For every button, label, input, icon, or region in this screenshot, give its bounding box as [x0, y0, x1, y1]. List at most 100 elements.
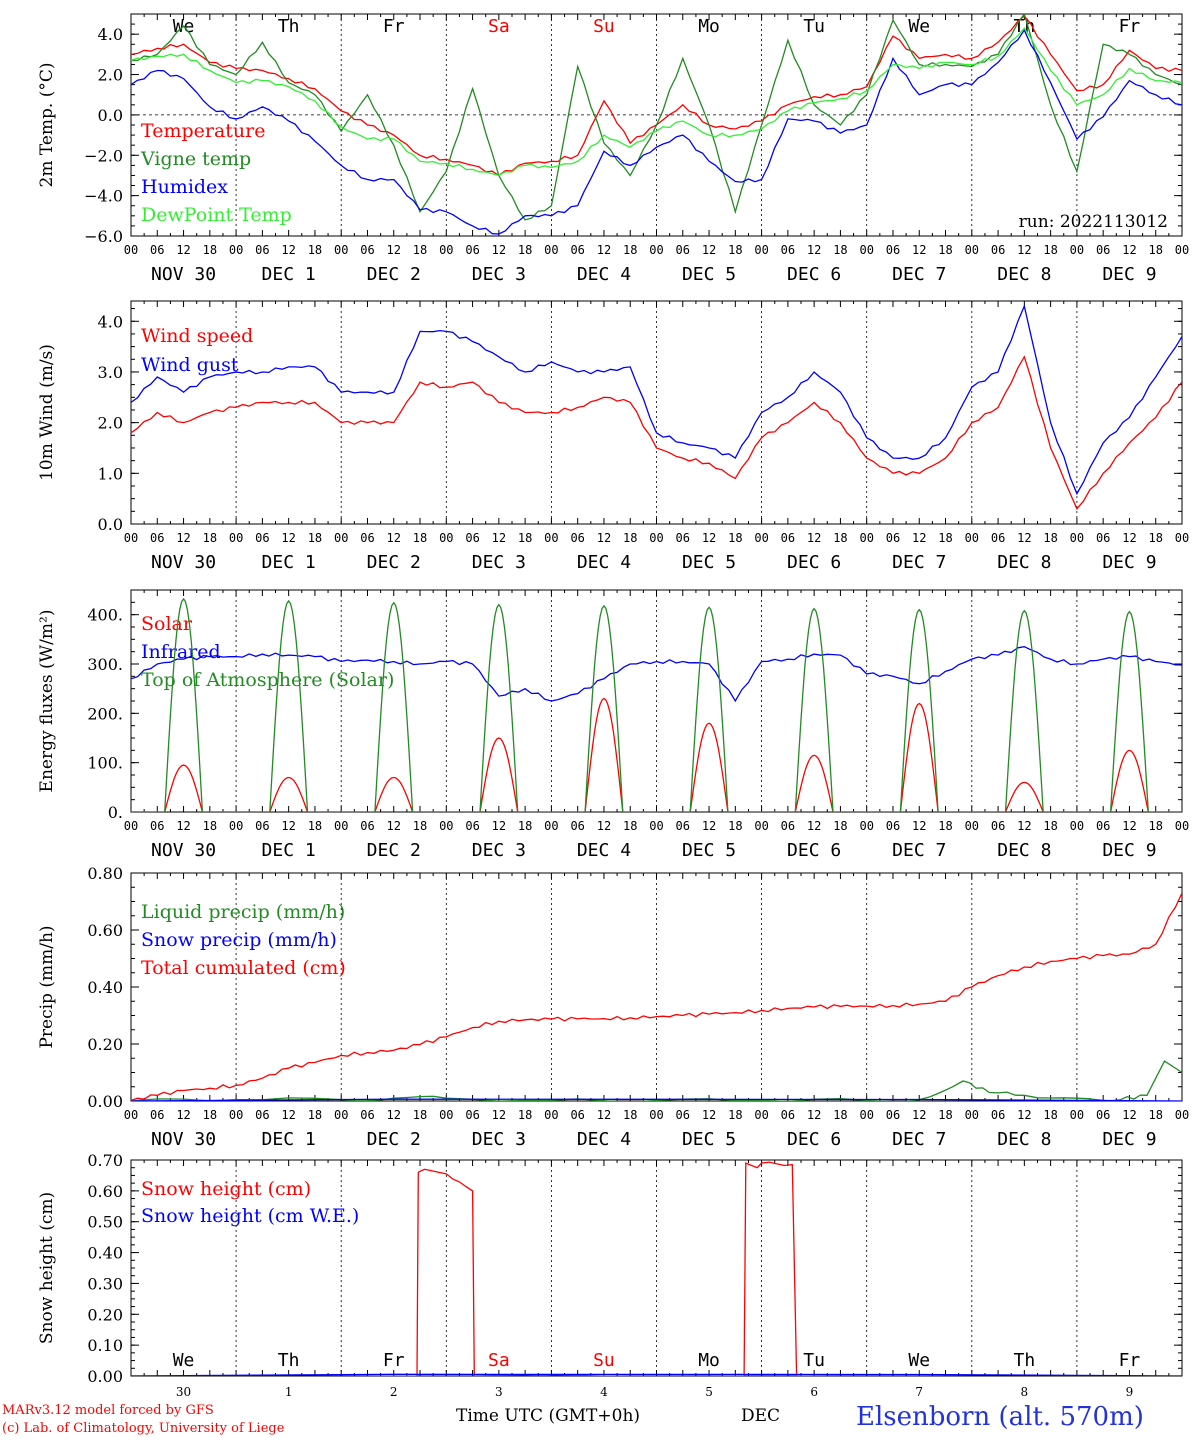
date-label: DEC 8: [997, 1129, 1051, 1150]
hour-tick-label: 06: [676, 531, 690, 545]
date-label: DEC 1: [262, 552, 316, 573]
hour-tick-label: 06: [465, 243, 479, 257]
weekday-label: Su: [593, 1350, 615, 1371]
hour-tick-label: 00: [1175, 1108, 1189, 1122]
hour-tick-label: 00: [544, 531, 558, 545]
hour-tick-label: 18: [518, 1108, 532, 1122]
weekday-label: Fr: [1119, 16, 1141, 37]
hour-tick-label: 06: [255, 1108, 269, 1122]
hour-tick-label: 12: [912, 1108, 926, 1122]
y-tick-label: −6.0: [84, 227, 123, 246]
hour-tick-label: 18: [1148, 1108, 1162, 1122]
hour-tick-label: 06: [781, 819, 795, 833]
hour-tick-label: 00: [649, 1108, 663, 1122]
hour-tick-label: 06: [676, 243, 690, 257]
legend-entry: Top of Atmosphere (Solar): [141, 669, 394, 691]
hour-tick-label: 12: [281, 243, 295, 257]
date-label: DEC 2: [367, 264, 421, 285]
hour-tick-label: 00: [859, 243, 873, 257]
hour-tick-label: 12: [912, 819, 926, 833]
series-line-total-cumulated-cm-: [131, 892, 1182, 1101]
hour-tick-label: 12: [807, 819, 821, 833]
hour-tick-label: 18: [413, 531, 427, 545]
hour-tick-label: 12: [281, 1108, 295, 1122]
date-label: DEC 1: [262, 264, 316, 285]
day-number-label: 4: [600, 1385, 608, 1399]
hour-tick-label: 00: [124, 243, 138, 257]
date-label: DEC 2: [367, 1129, 421, 1150]
date-label: DEC 1: [262, 1129, 316, 1150]
y-axis-title: 2m Temp. (°C): [37, 62, 57, 187]
hour-tick-label: 00: [965, 243, 979, 257]
hour-tick-label: 00: [754, 243, 768, 257]
y-tick-label: 3.0: [98, 363, 123, 382]
date-label: DEC 4: [577, 1129, 631, 1150]
date-label: DEC 4: [577, 552, 631, 573]
hour-tick-label: 12: [912, 243, 926, 257]
hour-tick-label: 00: [439, 819, 453, 833]
hour-tick-label: 00: [439, 1108, 453, 1122]
y-tick-label: 4.0: [98, 312, 123, 331]
date-label: DEC 5: [682, 840, 736, 861]
hour-tick-label: 00: [334, 1108, 348, 1122]
hour-tick-label: 00: [439, 531, 453, 545]
date-label: NOV 30: [151, 1129, 216, 1150]
hour-tick-label: 00: [1175, 243, 1189, 257]
hour-tick-label: 00: [544, 243, 558, 257]
series-line-solar: [131, 697, 1182, 812]
credit-line-1: MARv3.12 model forced by GFS: [2, 1403, 214, 1418]
hour-tick-label: 12: [807, 243, 821, 257]
y-tick-label: 0.40: [87, 1244, 123, 1263]
hour-tick-label: 06: [570, 531, 584, 545]
hour-tick-label: 18: [833, 531, 847, 545]
date-label: DEC 3: [472, 264, 526, 285]
weekday-label: Tu: [803, 16, 825, 37]
hour-tick-label: 00: [1070, 1108, 1084, 1122]
y-tick-label: 0.60: [87, 1182, 123, 1201]
hour-tick-label: 18: [1043, 531, 1057, 545]
date-label: NOV 30: [151, 264, 216, 285]
date-label: DEC 5: [682, 552, 736, 573]
hour-tick-label: 06: [255, 531, 269, 545]
hour-tick-label: 12: [281, 531, 295, 545]
weekday-label: Sa: [488, 1350, 510, 1371]
y-tick-label: 0.20: [87, 1035, 123, 1054]
hour-tick-label: 18: [938, 243, 952, 257]
y-tick-label: 0.10: [87, 1336, 123, 1355]
hour-tick-label: 06: [1096, 1108, 1110, 1122]
hour-tick-label: 00: [1070, 243, 1084, 257]
x-axis-title: Time UTC (GMT+0h): [456, 1406, 641, 1426]
hour-tick-label: 18: [833, 1108, 847, 1122]
date-label: DEC 4: [577, 264, 631, 285]
hour-tick-label: 00: [334, 819, 348, 833]
series-line-wind-speed: [131, 355, 1182, 511]
hour-tick-label: 18: [1148, 243, 1162, 257]
date-label: DEC 7: [892, 552, 946, 573]
legend-entry: Wind speed: [141, 325, 253, 347]
hour-tick-label: 00: [649, 819, 663, 833]
run-label: run: 2022113012: [1019, 212, 1168, 232]
date-label: DEC 4: [577, 840, 631, 861]
hour-tick-label: 12: [387, 1108, 401, 1122]
weekday-label: Th: [278, 16, 300, 37]
y-tick-label: 2.0: [98, 414, 123, 433]
date-label: DEC 6: [787, 264, 841, 285]
weekday-label: Fr: [383, 1350, 405, 1371]
hour-tick-label: 18: [1148, 819, 1162, 833]
hour-tick-label: 18: [203, 1108, 217, 1122]
y-tick-label: 0.50: [87, 1213, 123, 1232]
hour-tick-label: 06: [886, 1108, 900, 1122]
day-number-label: 9: [1126, 1385, 1134, 1399]
hour-tick-label: 18: [518, 243, 532, 257]
hour-tick-label: 18: [1043, 243, 1057, 257]
hour-tick-label: 06: [1096, 531, 1110, 545]
y-tick-label: 0.30: [87, 1274, 123, 1293]
day-number-label: 3: [495, 1385, 503, 1399]
legend-entry: Vigne temp: [140, 148, 251, 170]
day-number-label: 1: [285, 1385, 293, 1399]
legend-entry: Temperature: [141, 120, 265, 142]
y-tick-label: −4.0: [84, 187, 123, 206]
hour-tick-label: 12: [492, 531, 506, 545]
date-label: DEC 2: [367, 840, 421, 861]
hour-tick-label: 00: [754, 1108, 768, 1122]
